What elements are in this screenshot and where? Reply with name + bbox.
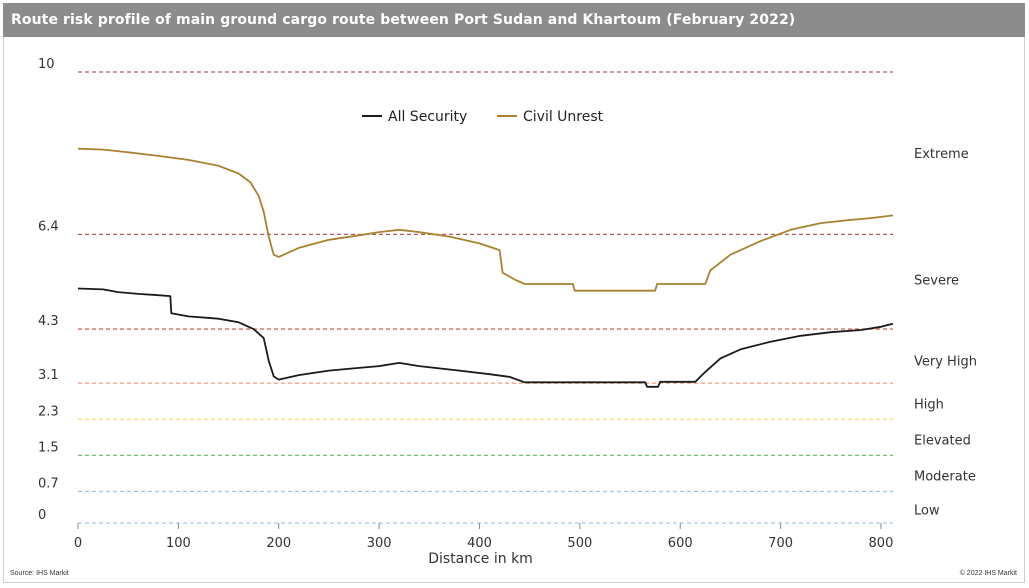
risk-band-labels: Extreme Severe Very High High Elevated Modera… [914,147,977,518]
risk-band-label-4: Elevated [914,434,971,449]
source-note: Source: IHS Markit [10,570,69,577]
chart-title: Route risk profile of main ground cargo … [3,3,1025,37]
legend: All Security Civil Unrest [362,109,604,125]
risk-threshold-grid [78,71,893,524]
x-axis: 0 100 200 300 400 500 600 700 800 Distance in km [74,523,894,567]
copyright-note: © 2022 IHS Markit [959,570,1017,577]
series-line-all-security [77,287,894,388]
y-tick-label: 4.3 [38,314,59,329]
x-tick-label: 100 [166,536,191,551]
y-tick-label: 6.4 [38,219,59,234]
x-tick-label: 700 [768,536,793,551]
series-lines [77,147,894,388]
x-tick-label: 300 [367,536,392,551]
risk-band-label-1: Severe [914,273,959,288]
y-tick-label: 10 [38,57,55,72]
risk-band-label-2: Very High [914,355,977,370]
y-tick-label: 0.7 [38,476,59,491]
chart-frame [3,3,1025,583]
x-tick-label: 200 [266,536,291,551]
series-line-civil-unrest [77,147,894,292]
x-tick-label: 0 [74,536,82,551]
y-tick-label: 3.1 [38,368,59,383]
risk-band-label-6: Low [914,503,940,518]
x-tick-label: 600 [668,536,693,551]
x-axis-title: Distance in km [428,551,533,567]
legend-label-0: All Security [388,109,467,125]
risk-band-label-5: Moderate [914,470,976,485]
risk-band-label-3: High [914,397,944,412]
y-tick-label: 0 [38,508,46,523]
x-tick-label: 800 [869,536,894,551]
risk-band-label-0: Extreme [914,147,969,162]
y-axis-labels: 10 6.4 4.3 3.1 2.3 1.5 0.7 0 [38,57,59,523]
y-tick-label: 2.3 [38,404,59,419]
legend-label-1: Civil Unrest [523,109,604,125]
x-tick-label: 500 [567,536,592,551]
x-tick-label: 400 [467,536,492,551]
y-tick-label: 1.5 [38,440,59,455]
